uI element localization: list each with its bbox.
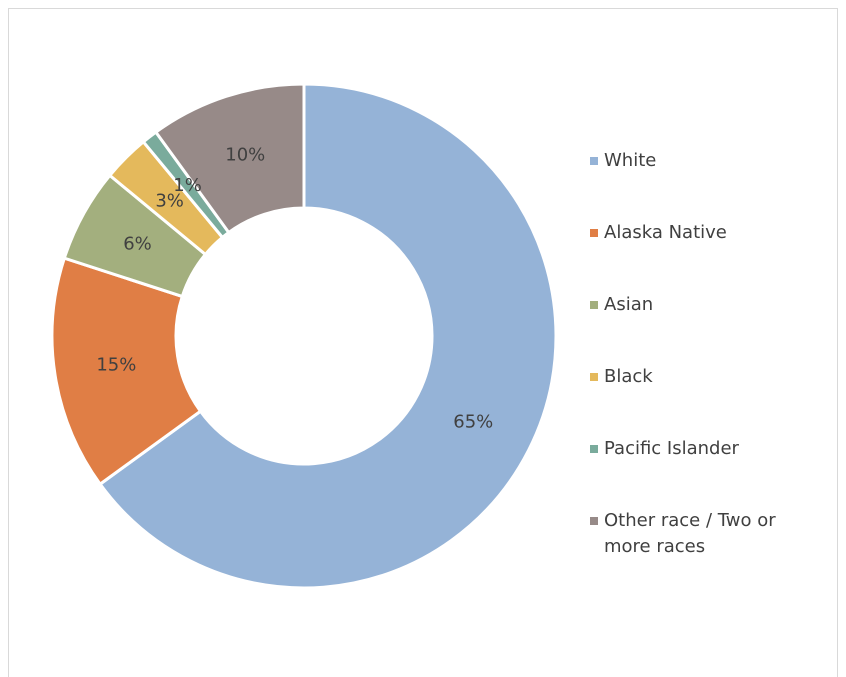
- data-label: 65%: [453, 411, 493, 432]
- legend-item: Other race / Two or more races: [590, 508, 790, 580]
- legend-swatch: [590, 301, 598, 309]
- legend-item: Alaska Native: [590, 220, 790, 292]
- data-label: 15%: [96, 355, 136, 376]
- legend-label: Pacific Islander: [604, 438, 739, 459]
- data-label: 10%: [225, 144, 265, 165]
- data-label: 1%: [173, 175, 202, 196]
- legend-swatch: [590, 373, 598, 381]
- legend-label: Black: [604, 366, 653, 387]
- legend-item: Pacific Islander: [590, 436, 790, 508]
- donut-slice: [98, 82, 558, 590]
- donut-slice: [153, 82, 306, 235]
- donut-slice: [50, 256, 203, 487]
- legend-item: Asian: [590, 292, 790, 364]
- legend-swatch: [590, 229, 598, 237]
- data-label: 3%: [155, 191, 184, 212]
- legend-label: Alaska Native: [604, 222, 727, 243]
- legend-label: Other race / Two or more races: [604, 510, 776, 557]
- legend-swatch: [590, 517, 598, 525]
- legend-item: White: [590, 148, 790, 220]
- chart-frame: [8, 8, 838, 677]
- data-label: 6%: [123, 233, 152, 254]
- legend: White Alaska Native Asian Black Pacific Isla…: [590, 148, 790, 580]
- legend-item: Black: [590, 364, 790, 436]
- legend-label: Asian: [604, 294, 654, 315]
- legend-swatch: [590, 445, 598, 453]
- legend-label: White: [604, 150, 657, 171]
- legend-swatch: [590, 157, 598, 165]
